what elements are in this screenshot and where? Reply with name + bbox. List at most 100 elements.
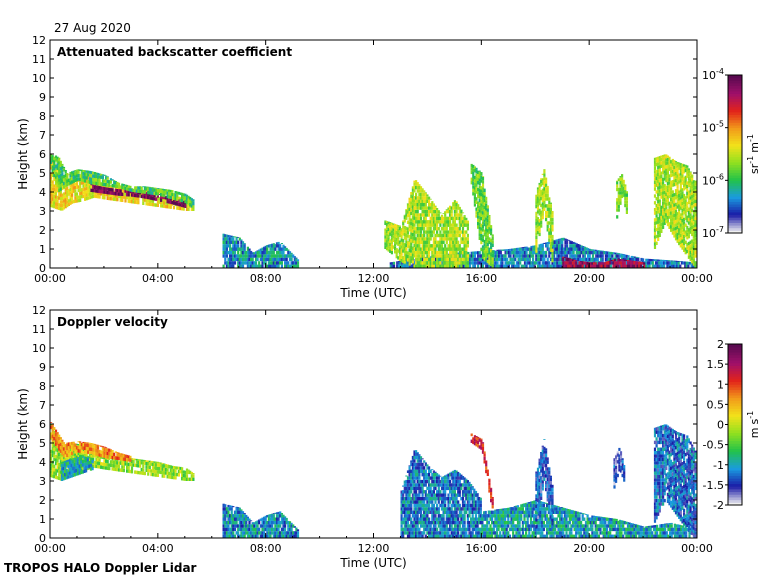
heatmap-cell — [442, 233, 445, 238]
heatmap-cell — [689, 185, 692, 190]
heatmap-cell — [67, 182, 70, 186]
heatmap-cell — [657, 237, 660, 241]
heatmap-cell — [575, 247, 578, 251]
heatmap-cell — [481, 187, 485, 191]
heatmap-cell — [684, 247, 687, 251]
heatmap-cell — [416, 199, 419, 203]
heatmap-cell — [419, 233, 423, 238]
heatmap-cell — [101, 447, 104, 451]
heatmap-cell — [155, 463, 158, 467]
heatmap-cell — [142, 459, 145, 462]
heatmap-cell — [452, 247, 455, 251]
heatmap-cell — [588, 257, 591, 262]
heatmap-cell — [166, 189, 169, 192]
heatmap-cell — [269, 257, 272, 262]
heatmap-cell — [612, 259, 615, 262]
heatmap-cell — [566, 244, 569, 248]
heatmap-cell — [121, 198, 124, 202]
heatmap-cell — [74, 178, 77, 182]
heatmap-cell — [590, 257, 593, 262]
heatmap-cell — [428, 254, 431, 258]
heatmap-cell — [681, 212, 684, 216]
heatmap-cell — [609, 260, 612, 262]
heatmap-cell — [559, 238, 562, 241]
heatmap-cell — [101, 182, 104, 186]
heatmap-cell — [419, 199, 423, 203]
heatmap-cell — [93, 185, 96, 186]
colorbar-step — [728, 188, 742, 192]
heatmap-cell — [59, 163, 62, 167]
heatmap-cell — [426, 244, 429, 248]
heatmap-cell — [424, 237, 427, 241]
heatmap-cell — [397, 225, 400, 226]
heatmap-cell — [88, 442, 91, 444]
heatmap-cell — [662, 212, 665, 216]
heatmap-cell — [673, 176, 676, 180]
heatmap-cell — [573, 264, 576, 268]
heatmap-cell — [541, 205, 544, 210]
heatmap-cell — [96, 189, 100, 193]
heatmap-cell — [455, 233, 458, 238]
heatmap-cell — [546, 261, 549, 265]
heatmap-cell — [477, 208, 480, 212]
heatmap-cell — [405, 230, 408, 234]
heatmap-cell — [56, 195, 59, 200]
heatmap-cell — [64, 473, 67, 477]
heatmap-cell — [277, 241, 280, 245]
heatmap-cell — [246, 254, 249, 258]
heatmap-cell — [405, 250, 408, 255]
heatmap-cell — [530, 247, 533, 251]
heatmap-cell — [478, 185, 481, 189]
heatmap-cell — [424, 223, 427, 227]
heatmap-cell — [658, 202, 661, 207]
heatmap-cell — [559, 240, 562, 244]
heatmap-cell — [683, 180, 686, 184]
heatmap-cell — [282, 257, 285, 262]
heatmap-cell — [580, 257, 583, 262]
heatmap-cell — [683, 248, 686, 252]
heatmap-cell — [113, 194, 116, 198]
heatmap-cell — [423, 261, 426, 265]
heatmap-cell — [506, 250, 509, 255]
heatmap-cell — [681, 242, 684, 247]
heatmap-cell — [74, 170, 77, 172]
heatmap-cell — [256, 250, 259, 252]
heatmap-cell — [480, 261, 483, 265]
heatmap-cell — [164, 467, 167, 472]
heatmap-cell — [53, 440, 56, 445]
heatmap-cell — [98, 182, 101, 186]
heatmap-cell — [410, 242, 413, 246]
heatmap-cell — [663, 194, 666, 198]
heatmap-cell — [608, 257, 611, 262]
heatmap-cell — [593, 257, 596, 262]
heatmap-cell — [232, 261, 235, 265]
heatmap-cell — [269, 247, 272, 251]
heatmap-cell — [121, 195, 124, 199]
heatmap-cell — [694, 206, 697, 210]
heatmap-cell — [559, 261, 562, 265]
heatmap-cell — [692, 264, 695, 268]
heatmap-cell — [540, 243, 543, 245]
heatmap-cell — [554, 250, 557, 255]
heatmap-cell — [627, 255, 630, 258]
heatmap-cell — [98, 186, 101, 190]
heatmap-cell — [168, 194, 171, 196]
heatmap-cell — [89, 457, 93, 461]
heatmap-cell — [436, 244, 439, 248]
heatmap-cell — [113, 460, 116, 464]
heatmap-cell — [506, 264, 509, 268]
heatmap-cell — [163, 195, 166, 200]
heatmap-cell — [475, 187, 478, 191]
heatmap-cell — [485, 224, 488, 228]
heatmap-cell — [665, 219, 668, 224]
heatmap-cell — [177, 196, 180, 200]
heatmap-cell — [445, 254, 448, 258]
heatmap-cell — [75, 443, 79, 446]
heatmap-cell — [619, 187, 622, 192]
heatmap-cell — [619, 184, 622, 188]
heatmap-cell — [85, 465, 88, 469]
heatmap-cell — [546, 207, 549, 211]
heatmap-cell — [88, 185, 91, 189]
heatmap-cell — [465, 261, 468, 265]
heatmap-cell — [517, 254, 520, 258]
